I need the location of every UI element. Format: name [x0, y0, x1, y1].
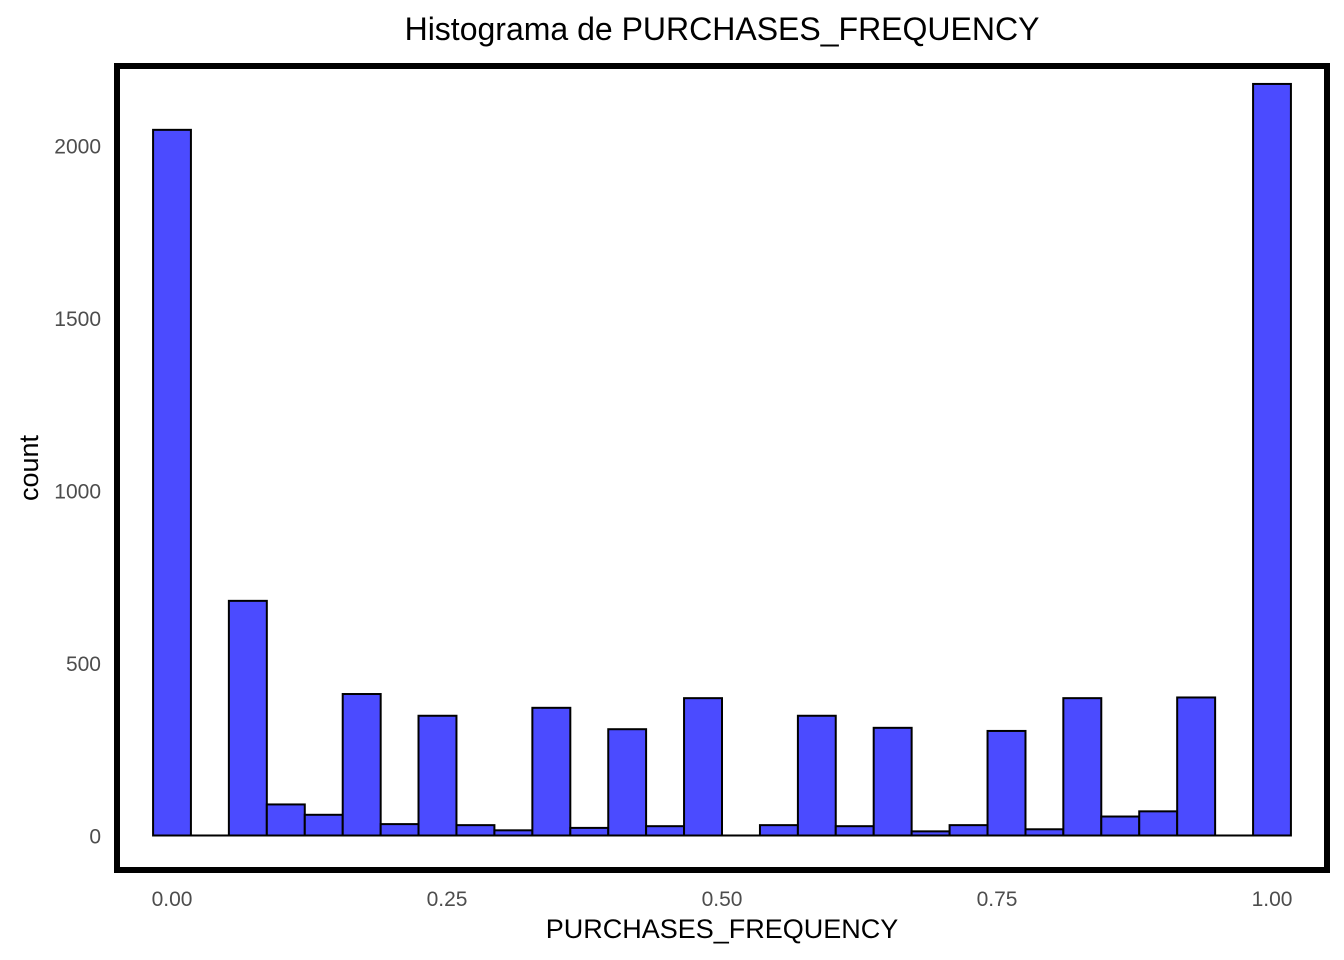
histogram-bar-11	[569, 826, 610, 837]
x-tick-labels: 0.00 0.25 0.50 0.75 1.00	[152, 888, 1293, 911]
y-tick-label: 1500	[54, 308, 101, 331]
histogram-bar-5	[341, 693, 382, 837]
histogram-bar-0	[152, 128, 192, 837]
x-tick-label: 1.00	[1252, 888, 1293, 911]
histogram-bar-6	[379, 823, 420, 837]
y-tick-label: 0	[89, 825, 101, 848]
histogram-bar-4	[303, 813, 344, 837]
histogram-bar-16	[758, 824, 799, 837]
histogram-bar-26	[1138, 810, 1179, 837]
chart-title: Histograma de PURCHASES_FREQUENCY	[405, 11, 1040, 47]
histogram-bar-17	[796, 714, 837, 837]
histogram-bar-7	[417, 714, 458, 837]
y-tick-label: 500	[66, 653, 101, 676]
y-axis-title: count	[14, 434, 44, 501]
x-tick-label: 0.75	[977, 888, 1018, 911]
histogram-bar-10	[531, 706, 572, 837]
histogram-bar-19	[872, 726, 913, 837]
y-tick-labels: 0 500 1000 1500 2000	[54, 135, 101, 848]
plot-panel-border	[114, 63, 1330, 873]
histogram-bar-23	[1024, 828, 1065, 837]
histogram-bar-21	[948, 824, 989, 837]
histogram-bar-27	[1176, 696, 1217, 837]
y-tick-label: 2000	[54, 135, 101, 158]
histogram-bar-24	[1062, 697, 1103, 837]
x-tick-label: 0.50	[702, 888, 743, 911]
histogram-bar-8	[455, 824, 496, 837]
histogram-bar-18	[834, 825, 875, 837]
y-tick-label: 1000	[54, 480, 101, 503]
x-tick-label: 0.00	[152, 888, 193, 911]
histogram-bar-2	[227, 599, 268, 837]
bars-layer	[152, 82, 1292, 837]
histogram-bar-20	[910, 830, 951, 837]
histogram-bar-22	[986, 729, 1027, 837]
x-axis-title: PURCHASES_FREQUENCY	[546, 914, 899, 944]
histogram-bar-9	[493, 829, 534, 837]
histogram-bar-14	[683, 697, 723, 837]
histogram-bar-29	[1252, 82, 1292, 837]
histogram-bar-12	[607, 728, 648, 837]
histogram-bar-13	[645, 825, 686, 837]
histogram-bar-3	[265, 803, 306, 837]
x-tick-label: 0.25	[427, 888, 468, 911]
histogram-bar-25	[1100, 815, 1141, 837]
